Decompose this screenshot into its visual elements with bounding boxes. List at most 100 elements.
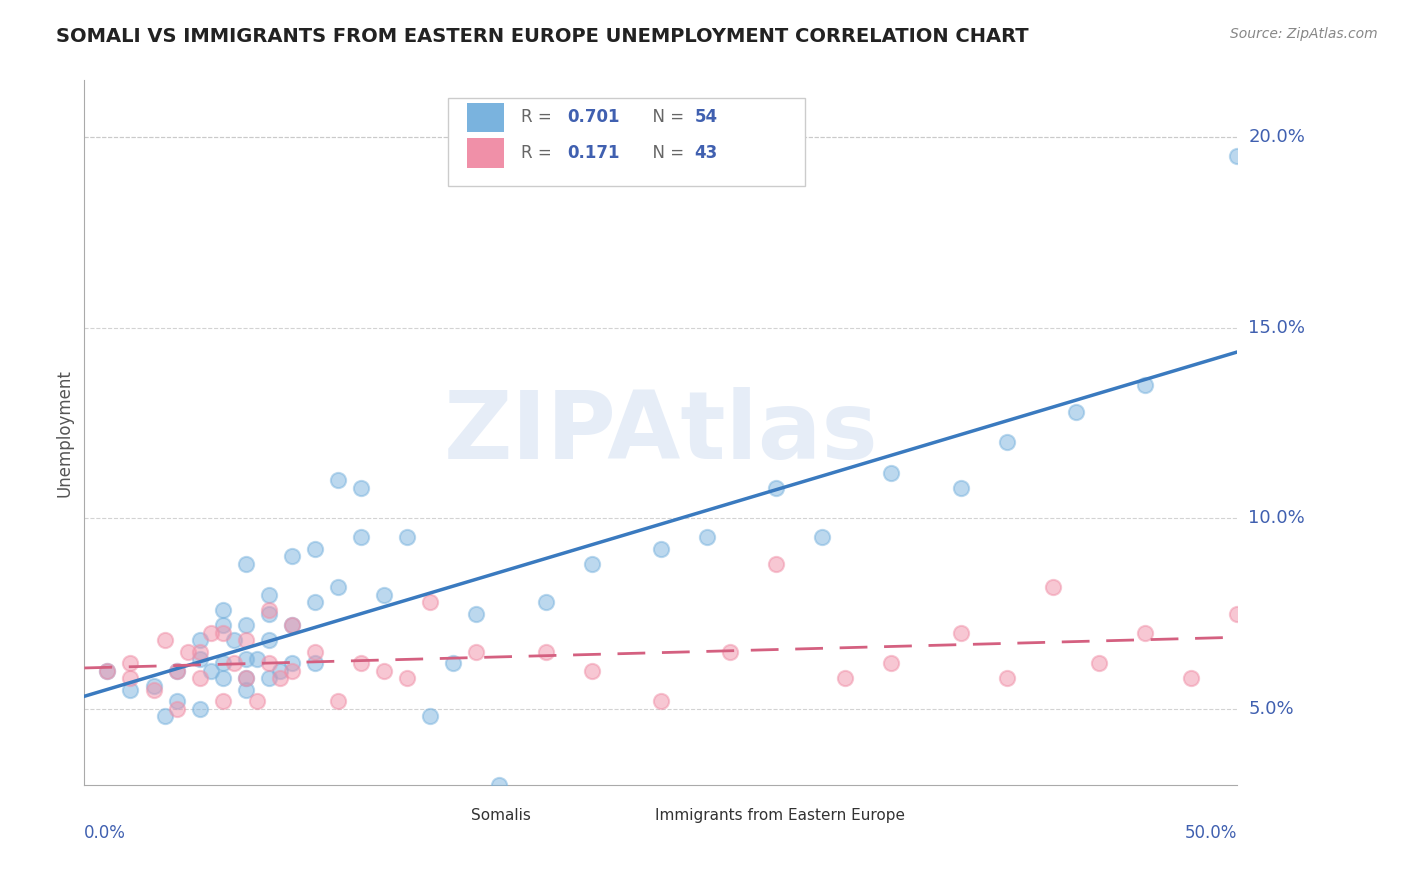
Point [1180,671,1202,685]
Point [581,664,603,678]
Point [235,682,257,697]
Text: 5.0%: 5.0% [1249,700,1294,718]
Point [166,664,188,678]
Point [153,709,176,723]
Text: 43: 43 [695,145,717,162]
Point [326,694,349,708]
Point [326,580,349,594]
Point [1226,149,1249,163]
Point [465,645,488,659]
Point [1133,625,1156,640]
Point [880,656,903,670]
Point [373,587,395,601]
Point [142,679,165,693]
Point [1042,580,1064,594]
Point [949,625,972,640]
Point [257,656,280,670]
Point [419,595,441,609]
Point [1064,405,1087,419]
Point [211,694,233,708]
Point [304,595,326,609]
Point [581,557,603,571]
Point [211,603,233,617]
Point [811,530,834,544]
Point [142,682,165,697]
Text: Source: ZipAtlas.com: Source: ZipAtlas.com [1230,27,1378,41]
Point [235,633,257,648]
Point [350,481,373,495]
Point [765,481,787,495]
Point [350,530,373,544]
Text: N =: N = [643,109,690,127]
FancyBboxPatch shape [467,138,503,168]
Point [650,541,672,556]
Point [995,435,1018,450]
Point [465,607,488,621]
Point [304,656,326,670]
Text: N =: N = [643,145,690,162]
Point [235,671,257,685]
Point [269,671,291,685]
Point [120,682,142,697]
Point [269,664,291,678]
Point [534,645,557,659]
Text: 0.0%: 0.0% [84,824,127,842]
Point [257,603,280,617]
Text: ZIPAtlas: ZIPAtlas [443,386,879,479]
Text: R =: R = [522,145,557,162]
Point [235,671,257,685]
Point [188,671,211,685]
Point [166,702,188,716]
Point [373,664,395,678]
Point [188,652,211,666]
Point [166,694,188,708]
Point [441,656,464,670]
Point [177,645,200,659]
Point [96,664,118,678]
Point [188,633,211,648]
Y-axis label: Unemployment: Unemployment [55,368,73,497]
Text: 20.0%: 20.0% [1249,128,1305,146]
Point [281,618,304,632]
Text: 15.0%: 15.0% [1249,318,1305,337]
Text: Immigrants from Eastern Europe: Immigrants from Eastern Europe [655,808,905,823]
Point [166,664,188,678]
Point [211,671,233,685]
Text: R =: R = [522,109,557,127]
Point [224,633,246,648]
Point [224,656,246,670]
Point [235,618,257,632]
Point [419,709,441,723]
Text: 50.0%: 50.0% [1185,824,1237,842]
Point [188,645,211,659]
Point [326,473,349,487]
Point [211,656,233,670]
Point [153,633,176,648]
Point [246,694,269,708]
Point [281,618,304,632]
FancyBboxPatch shape [467,103,503,132]
Point [257,633,280,648]
Point [488,778,510,792]
Point [1226,607,1249,621]
Text: Somalis: Somalis [471,808,530,823]
Point [281,549,304,564]
Point [765,557,787,571]
Point [235,652,257,666]
Point [350,656,373,670]
Point [281,664,304,678]
Point [1088,656,1111,670]
Point [396,530,419,544]
FancyBboxPatch shape [430,805,463,827]
Point [235,557,257,571]
Point [1133,378,1156,392]
Point [834,671,856,685]
Point [200,625,222,640]
Point [718,645,741,659]
Point [949,481,972,495]
Point [246,652,269,666]
Point [534,595,557,609]
Point [200,664,222,678]
Point [995,671,1018,685]
Point [281,656,304,670]
